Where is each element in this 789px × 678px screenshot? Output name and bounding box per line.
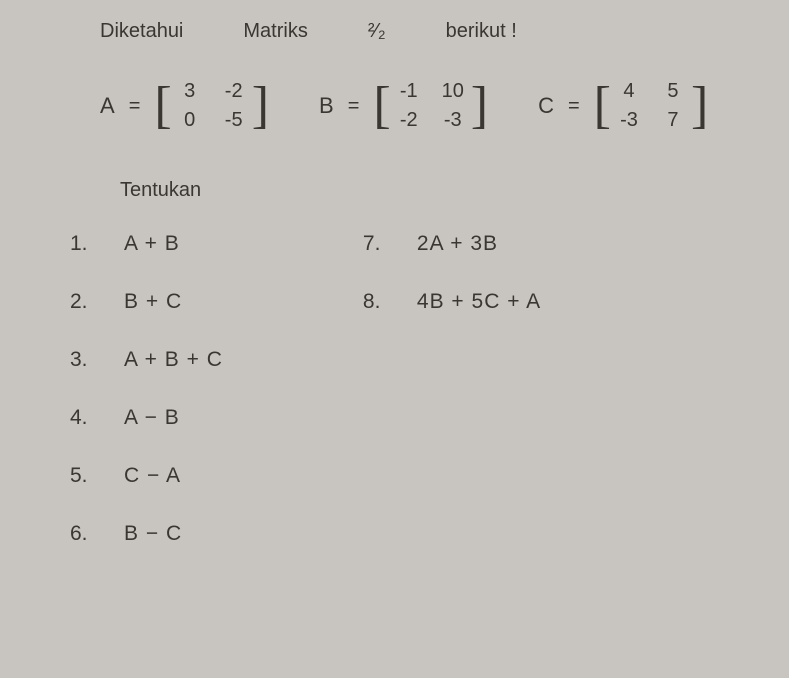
matrices-row: A = [ 3 -2 0 -5 ] B = [ -1 10 -2 -3 ]	[100, 78, 749, 134]
header-word1: Diketahui	[100, 20, 183, 43]
bracket-right-icon: ]	[471, 83, 488, 130]
problem-row: 6. B − C	[70, 522, 223, 546]
matrix-A-eq: =	[129, 95, 141, 118]
matrix-A-grid: 3 -2 0 -5	[172, 78, 252, 134]
matrix-C-eq: =	[568, 95, 580, 118]
header-word3: berikut !	[446, 20, 517, 43]
bracket-right-icon: ]	[691, 83, 708, 130]
matrix-cell: -5	[222, 109, 246, 132]
problem-expression: 4B + 5C + A	[417, 290, 541, 314]
problem-number: 1.	[70, 232, 98, 256]
matrix-C-bracket: [ 4 5 -3 7 ]	[594, 78, 709, 134]
problem-row: 3. A + B + C	[70, 348, 223, 372]
problem-expression: A + B	[124, 232, 180, 256]
problem-expression: B − C	[124, 522, 182, 546]
problem-row: 1. A + B	[70, 232, 223, 256]
matrix-cell: -3	[441, 109, 465, 132]
matrix-A: A = [ 3 -2 0 -5 ]	[100, 78, 269, 134]
matrix-B: B = [ -1 10 -2 -3 ]	[319, 78, 488, 134]
problems-left-column: 1. A + B 2. B + C 3. A + B + C 4. A − B …	[70, 232, 223, 580]
matrix-cell: 3	[178, 80, 202, 103]
matrix-A-bracket: [ 3 -2 0 -5 ]	[154, 78, 269, 134]
matrix-cell: 0	[178, 109, 202, 132]
problem-expression: A − B	[124, 406, 180, 430]
problem-row: 4. A − B	[70, 406, 223, 430]
matrix-cell: 4	[617, 80, 641, 103]
matrix-B-bracket: [ -1 10 -2 -3 ]	[373, 78, 488, 134]
problem-expression: B + C	[124, 290, 182, 314]
bracket-right-icon: ]	[252, 83, 269, 130]
bracket-left-icon: [	[373, 83, 390, 130]
matrix-cell: 5	[661, 80, 685, 103]
problem-number: 4.	[70, 406, 98, 430]
problem-expression: A + B + C	[124, 348, 223, 372]
problem-row: 7. 2A + 3B	[363, 232, 541, 256]
header-row: Diketahui Matriks ²⁄₂ berikut !	[100, 20, 749, 43]
matrix-cell: -2	[397, 109, 421, 132]
matrix-C-grid: 4 5 -3 7	[611, 78, 691, 134]
problem-row: 8. 4B + 5C + A	[363, 290, 541, 314]
problem-row: 2. B + C	[70, 290, 223, 314]
subtitle: Tentukan	[120, 179, 749, 202]
matrix-B-grid: -1 10 -2 -3	[391, 78, 471, 134]
problems-area: 1. A + B 2. B + C 3. A + B + C 4. A − B …	[40, 232, 749, 580]
bracket-left-icon: [	[154, 83, 171, 130]
problem-expression: 2A + 3B	[417, 232, 498, 256]
problems-right-column: 7. 2A + 3B 8. 4B + 5C + A	[363, 232, 541, 580]
problem-expression: C − A	[124, 464, 181, 488]
matrix-cell: 7	[661, 109, 685, 132]
header-sym: ²⁄₂	[368, 20, 386, 43]
problem-row: 5. C − A	[70, 464, 223, 488]
matrix-B-label: B	[319, 93, 334, 119]
matrix-C-label: C	[538, 93, 554, 119]
problem-number: 6.	[70, 522, 98, 546]
problem-number: 8.	[363, 290, 391, 314]
problem-number: 7.	[363, 232, 391, 256]
matrix-cell: -3	[617, 109, 641, 132]
matrix-A-label: A	[100, 93, 115, 119]
matrix-cell: -2	[222, 80, 246, 103]
matrix-C: C = [ 4 5 -3 7 ]	[538, 78, 708, 134]
problem-number: 3.	[70, 348, 98, 372]
bracket-left-icon: [	[594, 83, 611, 130]
header-word2: Matriks	[243, 20, 307, 43]
matrix-cell: -1	[397, 80, 421, 103]
problem-number: 5.	[70, 464, 98, 488]
problem-number: 2.	[70, 290, 98, 314]
matrix-B-eq: =	[348, 95, 360, 118]
matrix-cell: 10	[441, 80, 465, 103]
